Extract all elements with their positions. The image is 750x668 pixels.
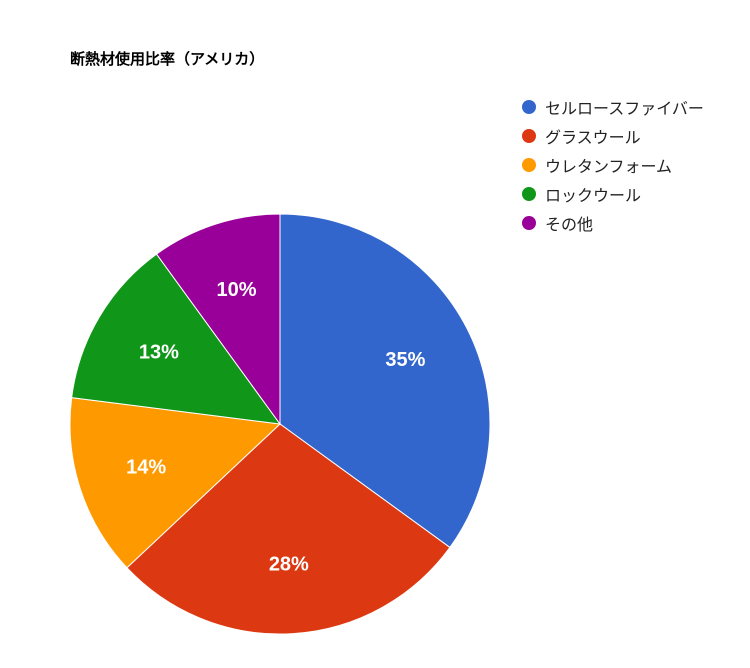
legend: セルロースファイバー グラスウール ウレタンフォーム ロックウール その他 bbox=[522, 92, 704, 237]
slice-label-other: 10% bbox=[217, 279, 257, 301]
pie-slice-rock-wool[interactable] bbox=[71, 253, 282, 425]
legend-swatch-rock-wool bbox=[522, 186, 536, 201]
pie-slice-urethane-foam[interactable] bbox=[69, 397, 282, 569]
legend-swatch-glass-wool bbox=[522, 128, 536, 143]
slice-label-glass-wool: 28% bbox=[269, 553, 309, 575]
pie-slice-glass-wool[interactable] bbox=[126, 423, 451, 635]
legend-label-urethane-foam: ウレタンフォーム bbox=[545, 156, 673, 176]
slice-label-cellulose: 35% bbox=[385, 349, 425, 371]
legend-label-cellulose: セルロースファイバー bbox=[545, 98, 704, 118]
slice-label-rock-wool: 13% bbox=[139, 341, 179, 363]
legend-swatch-urethane-foam bbox=[522, 157, 536, 172]
slice-label-urethane-foam: 14% bbox=[126, 456, 166, 478]
legend-item-urethane-foam[interactable]: ウレタンフォーム bbox=[522, 150, 704, 179]
legend-label-glass-wool: グラスウール bbox=[545, 127, 641, 147]
legend-item-other[interactable]: その他 bbox=[522, 208, 704, 237]
legend-item-glass-wool[interactable]: グラスウール bbox=[522, 121, 704, 150]
legend-swatch-other bbox=[522, 215, 536, 230]
legend-label-other: その他 bbox=[545, 214, 594, 234]
pie-slice-cellulose[interactable] bbox=[279, 213, 491, 549]
chart-title: 断熱材使用比率（アメリカ） bbox=[70, 50, 265, 68]
legend-item-rock-wool[interactable]: ロックウール bbox=[522, 179, 704, 208]
pie-slice-other[interactable] bbox=[155, 213, 281, 426]
legend-swatch-cellulose bbox=[522, 99, 536, 114]
legend-label-rock-wool: ロックウール bbox=[545, 185, 642, 205]
legend-item-cellulose[interactable]: セルロースファイバー bbox=[522, 92, 704, 121]
